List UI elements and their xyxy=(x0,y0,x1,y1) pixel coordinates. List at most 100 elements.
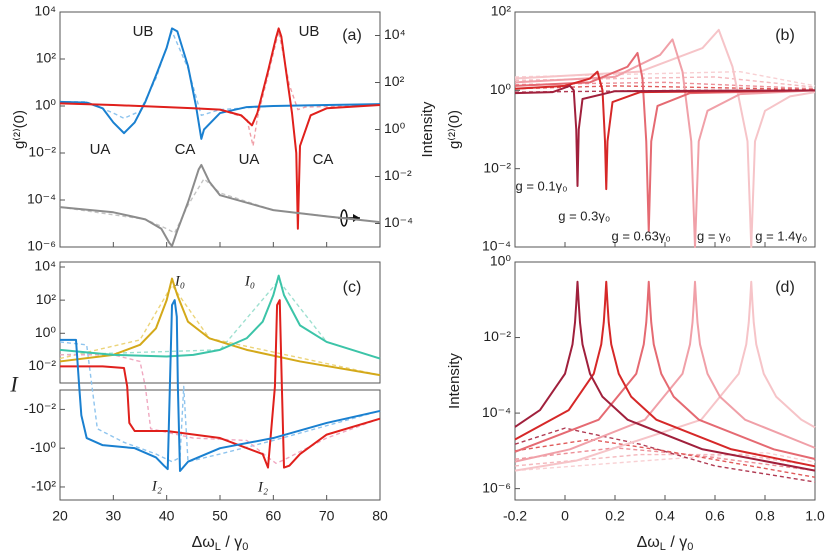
curve-label: g = 0.3γ₀ xyxy=(558,208,610,223)
panel-label: (d) xyxy=(775,279,795,296)
y-tick-label: -10⁻² xyxy=(24,400,57,416)
curve xyxy=(59,163,381,248)
y-tick-label: 10² xyxy=(491,3,512,19)
curve xyxy=(59,274,381,360)
x-tick-label: 20 xyxy=(52,508,68,524)
x-tick-label: 0.8 xyxy=(755,508,775,524)
curve xyxy=(59,27,381,140)
x-tick-label: 0 xyxy=(561,508,569,524)
y-tick-label: 10⁻² xyxy=(483,159,511,175)
annotation: I₂ xyxy=(257,479,268,495)
annotation: UB xyxy=(133,23,154,40)
y-tick-label: -10⁰ xyxy=(30,439,56,455)
dashed-curve xyxy=(514,438,816,478)
panel-label: (b) xyxy=(775,27,795,44)
annotation: CA xyxy=(175,141,196,158)
curve xyxy=(514,280,816,468)
x-axis-label-part: 0 xyxy=(242,541,248,553)
annotation: UA xyxy=(90,141,111,158)
x-axis-label-part: Δω xyxy=(637,534,660,551)
y-tick-label: 10⁴ xyxy=(34,3,56,19)
dashed-curve xyxy=(514,85,816,91)
curve xyxy=(514,280,816,460)
annotation: UA xyxy=(239,151,260,168)
dashed-curve xyxy=(514,427,816,483)
annotation: I₀ xyxy=(244,273,255,289)
dashed-curve xyxy=(59,284,381,376)
annotation: I₀ xyxy=(174,273,185,289)
dashed-curve xyxy=(60,354,381,464)
panel-label: (a) xyxy=(342,27,362,44)
x-axis-label: ΔωL / γ0 xyxy=(192,534,249,553)
x-tick-label: 70 xyxy=(319,508,335,524)
dashed-curve xyxy=(59,341,381,463)
y2-tick-label: 10⁰ xyxy=(384,120,406,136)
annotation: UB xyxy=(299,23,320,40)
y-tick-label: 10⁻⁴ xyxy=(482,238,511,254)
curve xyxy=(514,28,816,248)
y-tick-label: 10⁰ xyxy=(35,97,57,113)
curve xyxy=(59,27,381,230)
x-tick-label: 0.2 xyxy=(605,508,625,524)
y2-tick-label: 10⁴ xyxy=(384,26,406,42)
x-axis-label: ΔωL / γ0 xyxy=(637,534,694,553)
curve xyxy=(514,280,816,472)
dashed-curve xyxy=(59,279,381,360)
y-axis-label: g⁽²⁾(0) xyxy=(446,110,463,149)
y-axis-label: g⁽²⁾(0) xyxy=(11,110,28,149)
y2-tick-label: 10⁻⁴ xyxy=(384,214,413,230)
x-tick-label: 0.4 xyxy=(655,508,675,524)
y-tick-label: 10⁻⁶ xyxy=(27,238,56,254)
plot-frame xyxy=(59,261,381,384)
y-tick-label: 10⁰ xyxy=(35,324,57,340)
y-axis-label: Intensity xyxy=(446,353,463,409)
x-axis-label-part: Δω xyxy=(192,534,215,551)
curve xyxy=(59,277,381,377)
y-tick-label: 10⁻⁶ xyxy=(482,479,511,495)
y-tick-label: 10⁻⁴ xyxy=(482,404,511,420)
x-tick-label: 1.0 xyxy=(805,508,825,524)
x-tick-label: 40 xyxy=(159,508,175,524)
y-tick-label: 10² xyxy=(36,50,57,66)
curve xyxy=(514,280,816,472)
curve xyxy=(514,70,816,191)
x-tick-label: 80 xyxy=(372,508,388,524)
x-tick-label: 60 xyxy=(266,508,282,524)
dashed-curve xyxy=(514,447,816,472)
dashed-curve xyxy=(514,70,816,87)
dashed-curve xyxy=(514,451,816,472)
y-tick-label: 10⁻² xyxy=(28,144,56,160)
y2-tick-label: 10⁻² xyxy=(384,167,412,183)
x-tick-label: 50 xyxy=(212,508,228,524)
curve xyxy=(514,38,816,248)
curve xyxy=(514,280,816,463)
y-tick-label: 10² xyxy=(36,291,57,307)
curve xyxy=(60,299,381,472)
x-axis-label-part: L xyxy=(215,541,221,553)
annotation: CA xyxy=(313,151,334,168)
curve-label: g = 0.1γ₀ xyxy=(515,178,567,193)
curve-label: g = γ₀ xyxy=(697,228,731,243)
curve-label: g = 1.4γ₀ xyxy=(755,228,807,243)
x-tick-label: 30 xyxy=(106,508,122,524)
x-axis-label-part: 0 xyxy=(687,541,693,553)
dashed-curve xyxy=(59,30,381,147)
dashed-curve xyxy=(59,178,381,234)
y-tick-label: -10² xyxy=(31,478,56,494)
y2-axis-label: Intensity xyxy=(419,101,436,157)
x-axis-label-part: / γ xyxy=(221,534,242,551)
panel-label: (c) xyxy=(343,279,362,296)
y-tick-label: 10⁻² xyxy=(28,357,56,373)
curve-label: g = 0.63γ₀ xyxy=(612,228,671,243)
x-tick-label: 0.6 xyxy=(705,508,725,524)
y-tick-label: 10⁴ xyxy=(34,258,56,274)
x-axis-label-part: / γ xyxy=(666,534,687,551)
y-tick-label: 10⁻⁴ xyxy=(27,191,56,207)
curve xyxy=(514,51,816,233)
curve xyxy=(60,299,381,469)
dashed-curve xyxy=(60,30,381,119)
y-tick-label: 10⁰ xyxy=(490,253,512,269)
x-tick-label: -0.2 xyxy=(503,508,527,524)
y2-tick-label: 10² xyxy=(384,73,405,89)
